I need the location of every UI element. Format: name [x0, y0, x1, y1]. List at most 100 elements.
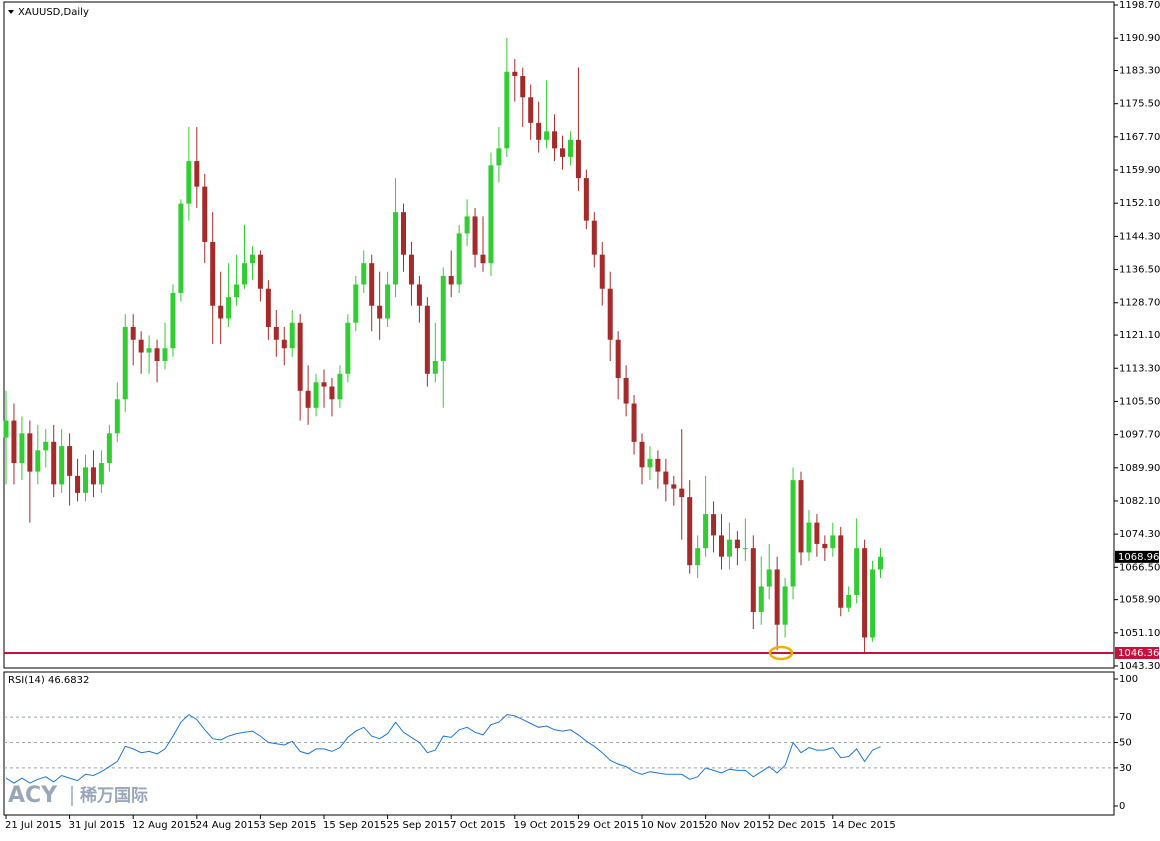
candle-body: [147, 348, 152, 352]
candle-body: [719, 535, 724, 556]
candle-body: [624, 378, 629, 404]
candle-body: [258, 255, 263, 289]
candle-body: [799, 480, 804, 552]
candle-body: [377, 306, 382, 319]
candle-body: [322, 382, 327, 386]
candle-body: [11, 421, 16, 464]
y-tick-label: 1198.70: [1119, 0, 1160, 11]
candle-body: [854, 548, 859, 595]
candle-body: [170, 293, 175, 348]
rsi-panel: [4, 672, 1114, 815]
candle-body: [155, 348, 160, 361]
candle-body: [759, 586, 764, 612]
candle-body: [337, 374, 342, 400]
candle-body: [19, 433, 24, 463]
candle-body: [210, 242, 215, 306]
candle-body: [369, 263, 374, 306]
candle-body: [536, 123, 541, 140]
y-tick-label: 1159.90: [1119, 165, 1160, 176]
x-tick-label: 10 Nov 2015: [641, 820, 705, 831]
rsi-title: RSI(14) 46.6832: [8, 675, 89, 686]
candle-body: [314, 382, 319, 408]
candle-body: [727, 540, 732, 557]
x-tick-label: 20 Nov 2015: [705, 820, 769, 831]
candle-body: [345, 323, 350, 374]
x-tick-label: 24 Aug 2015: [196, 820, 260, 831]
x-tick-label: 3 Sep 2015: [259, 820, 316, 831]
candle-body: [640, 442, 645, 468]
y-tick-label: 1136.50: [1119, 265, 1160, 276]
candle-body: [178, 204, 183, 293]
x-tick-label: 31 Jul 2015: [69, 820, 126, 831]
candle-body: [481, 255, 486, 264]
candle-body: [425, 306, 430, 374]
candle-body: [528, 97, 533, 123]
candle-body: [234, 284, 239, 297]
candle-body: [671, 484, 676, 488]
candle-body: [131, 327, 136, 340]
candle-body: [663, 472, 668, 485]
candle-body: [806, 523, 811, 553]
candle-body: [870, 569, 875, 637]
x-tick-label: 12 Aug 2015: [132, 820, 196, 831]
candle-body: [584, 178, 589, 221]
candle-body: [417, 284, 422, 305]
candle-body: [679, 489, 684, 498]
candle-body: [282, 340, 287, 349]
candle-body: [568, 140, 573, 157]
candle-body: [43, 442, 48, 451]
candle-body: [27, 433, 32, 471]
candle-body: [401, 212, 406, 255]
candle-body: [743, 548, 748, 549]
x-tick-label: 7 Oct 2015: [450, 820, 505, 831]
y-tick-label: 70: [1119, 712, 1132, 723]
candle-body: [552, 131, 557, 148]
candle-body: [409, 255, 414, 285]
candle-body: [655, 459, 660, 472]
candle-body: [822, 544, 827, 548]
y-tick-label: 1128.70: [1119, 298, 1160, 309]
candle-body: [814, 523, 819, 544]
candle-body: [616, 340, 621, 378]
y-tick-label: 1175.50: [1119, 99, 1160, 110]
candle-body: [274, 327, 279, 340]
candle-body: [632, 404, 637, 442]
candle-body: [186, 161, 191, 204]
candle-body: [608, 289, 613, 340]
candle-body: [465, 216, 470, 233]
candle-body: [393, 212, 398, 284]
y-tick-label: 1082.10: [1119, 496, 1160, 507]
candle-body: [512, 72, 517, 76]
y-tick-label: 100: [1119, 674, 1138, 685]
candle-body: [473, 216, 478, 254]
y-tick-label: 1066.50: [1119, 562, 1160, 573]
x-tick-label: 14 Dec 2015: [832, 820, 896, 831]
candle-body: [163, 348, 168, 361]
candle-body: [139, 340, 144, 353]
candle-body: [647, 459, 652, 468]
watermark-name: 稀万国际: [80, 785, 148, 806]
candle-body: [711, 514, 716, 535]
candle-body: [361, 263, 366, 284]
chart-title: XAUUSD,Daily: [18, 7, 89, 18]
candle-body: [91, 467, 96, 484]
candle-body: [695, 548, 700, 565]
candle-body: [592, 221, 597, 255]
candle-body: [59, 446, 64, 484]
y-tick-label: 1152.10: [1119, 198, 1160, 209]
candle-body: [544, 131, 549, 140]
y-tick-label: 1121.10: [1119, 330, 1160, 341]
candle-body: [266, 289, 271, 327]
y-tick-label: 1097.70: [1119, 430, 1160, 441]
candle-body: [830, 535, 835, 548]
candle-body: [791, 480, 796, 586]
y-tick-label: 1074.30: [1119, 529, 1160, 540]
candle-body: [504, 72, 509, 149]
candle-body: [226, 297, 231, 318]
candle-body: [242, 263, 247, 284]
y-tick-label: 1167.70: [1119, 132, 1160, 143]
candle-body: [75, 476, 80, 493]
y-tick-label: 1183.30: [1119, 66, 1160, 77]
candle-body: [306, 391, 311, 408]
candle-body: [687, 497, 692, 565]
